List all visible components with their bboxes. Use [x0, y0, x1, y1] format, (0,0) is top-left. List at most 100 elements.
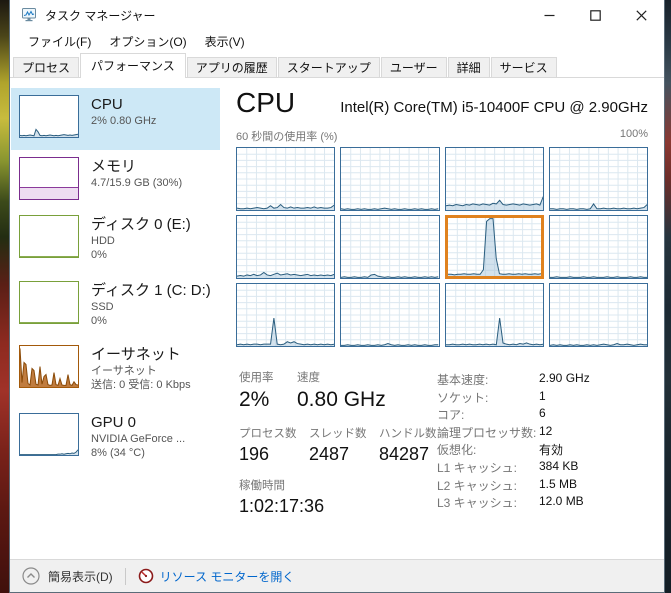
close-icon	[635, 9, 647, 21]
sidebar-cpu-title: CPU	[91, 96, 123, 113]
axis-label-right: 100%	[619, 128, 648, 140]
stat-threads: スレッド数 2487	[309, 427, 367, 467]
core-chart-11[interactable]	[444, 283, 544, 347]
menu-view[interactable]: 表示(V)	[204, 34, 245, 49]
cpu-details-list: 基本速度: 2.90 GHz ソケット: 1 コア: 6 論理プロセッサ数: 12 仮想…	[437, 371, 590, 512]
detail-value: 12	[539, 423, 553, 438]
close-button[interactable]	[618, 0, 664, 30]
desktop-wallpaper-right	[664, 0, 671, 593]
tab-details[interactable]: 詳細	[447, 57, 490, 78]
simple-view-button[interactable]: 簡易表示(D)	[22, 567, 113, 585]
desktop-wallpaper-left	[0, 0, 9, 593]
detail-label: L2 キャッシュ:	[437, 478, 518, 493]
tab-startup[interactable]: スタートアップ	[277, 57, 380, 78]
sidebar-ethernet-sub2: 送信: 0 受信: 0 Kbps	[91, 379, 191, 391]
menu-bar: ファイル(F) オプション(O) 表示(V)	[10, 30, 664, 52]
cpu-sparkline	[19, 95, 79, 138]
core-chart-4[interactable]	[548, 147, 648, 211]
disk0-sparkline	[19, 215, 79, 258]
detail-label: ソケット:	[437, 390, 489, 405]
stat-usage-label: 使用率	[239, 372, 274, 384]
sidebar-disk1-title: ディスク 1 (C: D:)	[91, 282, 211, 299]
core-chart-7-hovered[interactable]	[444, 215, 544, 279]
sidebar-gpu-sub1: NVIDIA GeForce ...	[91, 433, 186, 445]
performance-sidebar: CPU 2% 0.80 GHz メモリ 4.7/15.9 GB (30%) ディ…	[11, 88, 220, 474]
sidebar-memory-sub: 4.7/15.9 GB (30%)	[91, 177, 183, 189]
sidebar-disk0-sub1: HDD	[91, 235, 115, 247]
sidebar-gpu-title: GPU 0	[91, 414, 137, 431]
sidebar-item-gpu[interactable]: GPU 0 NVIDIA GeForce ... 8% (34 °C)	[11, 406, 220, 474]
detail-label: L1 キャッシュ:	[437, 460, 518, 475]
simple-view-label: 簡易表示(D)	[48, 569, 113, 584]
detail-value: 1	[539, 388, 546, 403]
core-chart-6[interactable]	[340, 215, 440, 279]
tab-bar: プロセス パフォーマンス アプリの履歴 スタートアップ ユーザー 詳細 サービス	[10, 52, 664, 78]
tab-app-history[interactable]: アプリの履歴	[186, 57, 277, 78]
graph-axis-labels: 60 秒間の使用率 (%) 100%	[236, 128, 648, 144]
tab-users[interactable]: ユーザー	[380, 57, 447, 78]
detail-value: 2.90 GHz	[539, 371, 590, 385]
core-chart-9[interactable]	[236, 283, 336, 347]
menu-options[interactable]: オプション(O)	[109, 34, 187, 49]
sidebar-disk1-sub1: SSD	[91, 301, 114, 313]
sidebar-item-ethernet-text: イーサネット イーサネット 送信: 0 受信: 0 Kbps	[91, 345, 191, 406]
menu-file[interactable]: ファイル(F)	[28, 34, 92, 49]
sidebar-item-memory[interactable]: メモリ 4.7/15.9 GB (30%)	[11, 150, 220, 208]
stat-uptime: 稼働時間 1:02:17:36	[239, 479, 324, 519]
sidebar-item-gpu-text: GPU 0 NVIDIA GeForce ... 8% (34 °C)	[91, 413, 185, 474]
minimize-button[interactable]	[526, 0, 572, 30]
detail-label: 基本速度:	[437, 373, 489, 387]
sidebar-item-memory-text: メモリ 4.7/15.9 GB (30%)	[91, 157, 182, 208]
sidebar-item-disk0[interactable]: ディスク 0 (E:) HDD 0%	[11, 208, 220, 274]
maximize-button[interactable]	[572, 0, 618, 30]
stat-threads-label: スレッド数	[309, 428, 367, 440]
chevron-up-circle-icon	[22, 567, 40, 585]
stat-uptime-value: 1:02:17:36	[239, 496, 325, 516]
detail-value: 384 KB	[539, 458, 579, 473]
tab-processes[interactable]: プロセス	[13, 57, 80, 78]
sidebar-disk0-title: ディスク 0 (E:)	[91, 216, 191, 233]
sidebar-item-disk1[interactable]: ディスク 1 (C: D:) SSD 0%	[11, 274, 220, 338]
cpu-stats: 使用率 2% 速度 0.80 GHz プロセス数 196 スレッド数 2487	[236, 363, 648, 523]
status-bar: 簡易表示(D) リソース モニターを開く	[10, 559, 664, 592]
stat-speed-value: 0.80 GHz	[297, 388, 386, 411]
tab-services[interactable]: サービス	[490, 57, 557, 78]
sidebar-disk0-sub2: 0%	[91, 249, 107, 261]
stat-processes-label: プロセス数	[239, 428, 297, 440]
detail-label: L3 キャッシュ:	[437, 496, 518, 511]
core-chart-10[interactable]	[340, 283, 440, 347]
window-controls	[526, 0, 664, 30]
title-bar[interactable]: タスク マネージャー	[10, 0, 664, 30]
core-chart-12[interactable]	[548, 283, 648, 347]
detail-value: 6	[539, 406, 546, 421]
stat-speed: 速度 0.80 GHz	[297, 371, 386, 414]
open-resource-monitor-link[interactable]: リソース モニターを開く	[138, 568, 294, 585]
stat-handles-value: 84287	[379, 444, 430, 464]
stat-processes-value: 196	[239, 444, 270, 464]
cpu-core-grid	[236, 147, 648, 347]
detail-label: 仮想化:	[437, 443, 477, 458]
tab-performance[interactable]: パフォーマンス	[80, 53, 186, 78]
maximize-icon	[589, 9, 601, 21]
core-chart-3[interactable]	[444, 147, 544, 211]
sidebar-item-disk1-text: ディスク 1 (C: D:) SSD 0%	[91, 281, 211, 338]
cpu-panel-header: CPU Intel(R) Core(TM) i5-10400F CPU @ 2.…	[236, 87, 648, 119]
sidebar-cpu-sub: 2% 0.80 GHz	[91, 115, 157, 127]
core-chart-1[interactable]	[236, 147, 336, 211]
core-chart-5[interactable]	[236, 215, 336, 279]
sidebar-item-cpu-text: CPU 2% 0.80 GHz	[91, 95, 156, 150]
detail-value: 有効	[539, 443, 564, 458]
core-chart-2[interactable]	[340, 147, 440, 211]
axis-label-left: 60 秒間の使用率 (%)	[236, 131, 338, 143]
sidebar-item-cpu[interactable]: CPU 2% 0.80 GHz	[11, 88, 220, 150]
sidebar-disk1-sub2: 0%	[91, 315, 107, 327]
detail-value: 1.5 MB	[539, 476, 578, 491]
core-chart-8[interactable]	[548, 215, 648, 279]
sidebar-gpu-sub2: 8% (34 °C)	[91, 447, 145, 459]
disk1-sparkline	[19, 281, 79, 324]
cpu-model-name: Intel(R) Core(TM) i5-10400F CPU @ 2.90GH…	[340, 99, 648, 116]
performance-content: CPU 2% 0.80 GHz メモリ 4.7/15.9 GB (30%) ディ…	[10, 79, 664, 560]
task-manager-window: タスク マネージャー ファイル(F) オプション(O) 表示(V) プロセス パ…	[9, 0, 665, 593]
sidebar-item-ethernet[interactable]: イーサネット イーサネット 送信: 0 受信: 0 Kbps	[11, 338, 220, 406]
